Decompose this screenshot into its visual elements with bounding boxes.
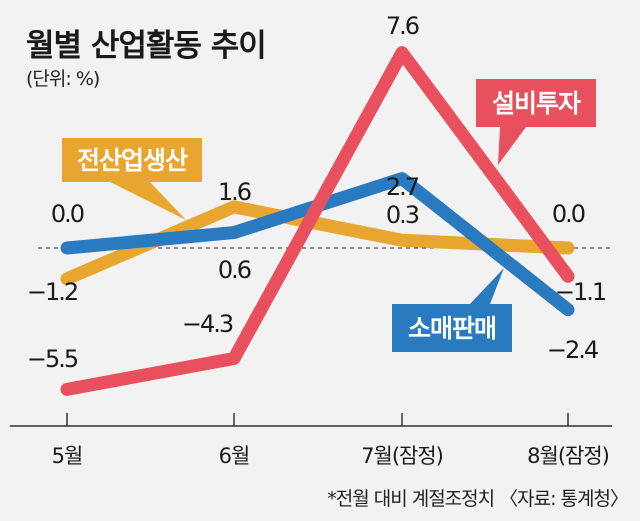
data-label: 2.7: [386, 173, 419, 201]
legend-label: 설비투자: [492, 89, 581, 118]
series-line-facility-investment: [60, 46, 575, 396]
data-label: −1.2: [27, 278, 77, 306]
callout-pointer: [110, 182, 186, 220]
callout-box: [62, 138, 202, 182]
data-label: 0.0: [51, 200, 84, 228]
data-label: 7.6: [386, 12, 419, 40]
data-label: 0.0: [552, 200, 585, 228]
legend-label: 전산업생산: [77, 146, 188, 175]
x-tick-label: 7월(잠정): [361, 444, 443, 468]
data-label: −5.5: [27, 345, 78, 373]
data-label: 0.3: [386, 201, 419, 229]
callout-pointer: [470, 268, 504, 304]
data-label: −1.1: [555, 278, 606, 306]
chart-title: 월별 산업활동 추이: [26, 28, 267, 64]
x-tick-label: 6월: [219, 444, 250, 468]
x-tick-label: 5월: [52, 444, 83, 468]
callout-box: [392, 304, 512, 352]
unit-label: (단위: %): [26, 68, 100, 90]
callout-pointer: [498, 127, 526, 165]
data-label: −4.3: [182, 310, 233, 338]
callout-box: [476, 79, 596, 127]
data-label: 0.6: [218, 256, 251, 284]
data-label: 1.6: [218, 178, 251, 206]
x-tick-label: 8월(잠정): [527, 444, 609, 468]
data-label: −2.4: [547, 336, 598, 364]
legend-label: 소매판매: [408, 314, 496, 343]
legend-callout-industrial-production: 전산업생산: [62, 138, 202, 220]
source-footnote: *전월 대비 계절조정치 〈자료: 통계청〉: [327, 488, 629, 510]
legend-callout-facility-investment: 설비투자: [476, 79, 596, 165]
legend-callout-retail-sales: 소매판매: [392, 268, 512, 352]
